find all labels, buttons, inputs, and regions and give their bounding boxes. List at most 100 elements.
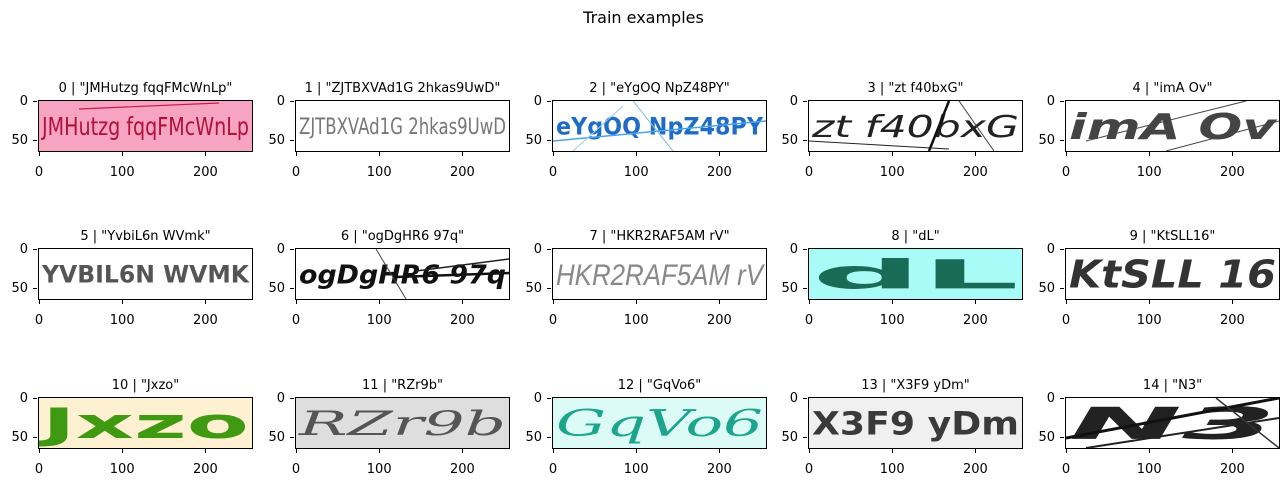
subplot-title: 2 | "eYgOQ NpZ48PY"	[589, 81, 730, 96]
captcha-text: GqVo6	[556, 404, 763, 445]
x-tick-mark	[975, 300, 977, 304]
y-tick-label: 50	[525, 133, 542, 149]
x-tick-label: 200	[962, 313, 988, 328]
x-tick-label: 0	[291, 165, 301, 180]
subplot-title: 14 | "N3"	[1142, 378, 1203, 393]
x-tick-mark	[1232, 152, 1234, 156]
x-tick-mark	[553, 449, 554, 453]
x-tick-label: 0	[1061, 462, 1071, 477]
subplot-title: 11 | "RZr9b"	[362, 378, 443, 393]
y-tick-label: 50	[781, 133, 798, 149]
y-tick-label: 0	[19, 94, 28, 109]
figure-title: Train examples	[583, 8, 704, 27]
subplot-title: 9 | "KtSLL16"	[1129, 229, 1216, 244]
captcha-text: RZr9b	[297, 404, 506, 444]
y-tick-mark	[547, 398, 551, 399]
captcha-text: ZJTBXVAd1G 2hkas9UwD	[299, 115, 506, 140]
x-tick-label: 100	[109, 313, 135, 328]
subplot-title: 10 | "Jxzo"	[111, 378, 180, 393]
captcha-image: dL	[808, 248, 1023, 300]
subplot-12: 12 | "GqVo6" GqVo6 0 50 0 100 200	[525, 378, 767, 476]
y-tick-mark	[803, 398, 807, 399]
y-tick-label: 50	[268, 133, 285, 149]
x-tick-label: 100	[1136, 462, 1162, 477]
y-tick-label: 50	[525, 430, 542, 446]
x-tick-mark	[892, 152, 894, 156]
y-tick-mark	[33, 398, 37, 399]
x-tick-mark	[975, 152, 977, 156]
y-tick-mark	[547, 101, 551, 102]
captcha-text: YVBIL6N WVMK	[41, 261, 250, 289]
x-tick-label: 0	[34, 313, 44, 328]
noise-line	[927, 101, 951, 151]
x-tick-label: 0	[291, 313, 301, 328]
x-tick-label: 200	[706, 165, 732, 180]
subplot-title: 8 | "dL"	[891, 229, 940, 244]
captcha-text: JMHutzg fqqFMcWnLp	[40, 112, 249, 141]
y-tick-label: 0	[789, 391, 798, 406]
x-tick-mark	[379, 300, 381, 304]
y-tick-mark	[1060, 288, 1064, 290]
y-tick-mark	[290, 140, 294, 142]
captcha-svg: JMHutzg fqqFMcWnLp	[39, 101, 252, 151]
x-tick-label: 100	[366, 462, 392, 477]
x-tick-label: 100	[1136, 313, 1162, 328]
noise-line	[809, 140, 950, 150]
x-tick-mark	[1232, 300, 1234, 304]
y-tick-label: 0	[533, 94, 542, 109]
captcha-svg: X3F9 yDm	[809, 398, 1022, 448]
captcha-image: X3F9 yDm	[808, 397, 1023, 449]
x-tick-mark	[296, 449, 297, 453]
x-tick-mark	[1066, 300, 1067, 304]
subplot-title: 5 | "YvbiL6n WVmk"	[80, 229, 211, 244]
x-tick-mark	[205, 152, 207, 156]
subplot-0: 0 | "JMHutzg fqqFMcWnLp" JMHutzg fqqFMcWn…	[11, 81, 253, 179]
x-tick-mark	[719, 300, 721, 304]
y-tick-mark	[803, 140, 807, 142]
captcha-svg: Jxzo	[39, 398, 252, 448]
x-tick-mark	[122, 152, 124, 156]
y-tick-label: 0	[276, 94, 285, 109]
x-tick-mark	[892, 300, 894, 304]
y-tick-label: 0	[533, 391, 542, 406]
captcha-svg: ogDgHR6 97q	[296, 249, 509, 299]
x-tick-mark	[636, 152, 638, 156]
y-tick-mark	[290, 249, 294, 250]
y-tick-label: 0	[789, 94, 798, 109]
captcha-background	[1066, 249, 1279, 299]
x-tick-mark	[636, 300, 638, 304]
captcha-text: zt f40bxG	[811, 110, 1019, 145]
captcha-image: GqVo6	[552, 397, 767, 449]
x-tick-mark	[1066, 449, 1067, 453]
captcha-image: imA Ov	[1065, 100, 1280, 152]
captcha-svg: imA Ov	[1066, 101, 1279, 151]
x-tick-label: 0	[548, 313, 558, 328]
captcha-text: imA Ov	[1069, 107, 1278, 148]
x-tick-label: 0	[34, 165, 44, 180]
x-tick-mark	[1066, 152, 1067, 156]
x-tick-label: 100	[1136, 165, 1162, 180]
x-tick-mark	[892, 449, 894, 453]
y-tick-mark	[290, 101, 294, 102]
x-tick-mark	[379, 449, 381, 453]
captcha-text: HKR2RAF5AM rV	[556, 259, 766, 292]
y-tick-label: 50	[268, 430, 285, 446]
x-tick-label: 100	[879, 313, 905, 328]
x-tick-mark	[719, 449, 721, 453]
x-tick-mark	[462, 152, 464, 156]
y-tick-label: 0	[533, 242, 542, 257]
captcha-image: ogDgHR6 97q	[295, 248, 510, 300]
x-tick-mark	[553, 300, 554, 304]
captcha-image: eYgOQ NpZ48PY	[552, 100, 767, 152]
x-tick-mark	[462, 449, 464, 453]
captcha-background	[553, 398, 766, 448]
subplot-1: 1 | "ZJTBXVAd1G 2hkas9UwD" ZJTBXVAd1G 2hk…	[268, 81, 510, 179]
x-tick-label: 0	[291, 462, 301, 477]
y-tick-label: 50	[11, 133, 28, 149]
subplot-5: 5 | "YvbiL6n WVmk" YVBIL6N WVMK 0 50 0 100 200	[11, 229, 253, 327]
x-tick-label: 200	[192, 165, 218, 180]
y-tick-label: 50	[781, 430, 798, 446]
captcha-svg: N3	[1066, 398, 1279, 448]
y-tick-label: 0	[19, 242, 28, 257]
captcha-text: KtSLL 16	[1069, 253, 1276, 297]
